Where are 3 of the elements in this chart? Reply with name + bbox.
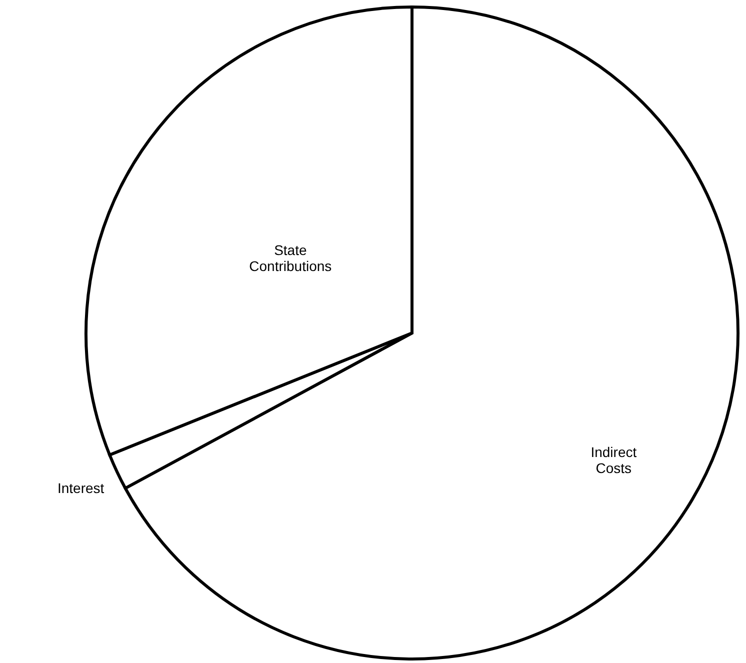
- slice-label: Indirect Costs: [590, 444, 637, 476]
- slice-label: State Contributions: [249, 242, 332, 274]
- slice-label: Interest: [57, 480, 104, 496]
